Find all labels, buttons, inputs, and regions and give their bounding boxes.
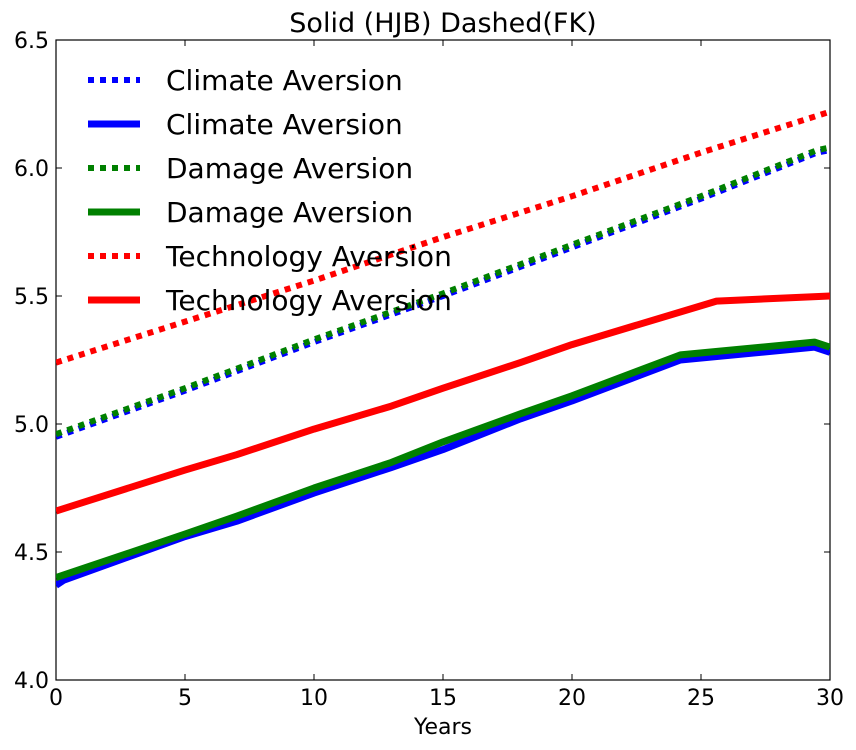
x-tick-label: 0 bbox=[49, 686, 63, 711]
y-tick-label: 4.5 bbox=[14, 541, 49, 566]
chart-title: Solid (HJB) Dashed(FK) bbox=[289, 8, 596, 39]
legend-label-4: Technology Aversion bbox=[165, 240, 452, 273]
series-group bbox=[56, 108, 830, 589]
series-line-4-technology-aversion-dotted bbox=[56, 108, 830, 366]
legend-label-3: Damage Aversion bbox=[166, 196, 413, 229]
series-line-3-damage-aversion-solid bbox=[56, 338, 830, 581]
legend: Climate Aversion Climate Aversion Damage A… bbox=[88, 64, 452, 317]
y-tick-label: 5.0 bbox=[14, 413, 49, 438]
x-tick-label: 30 bbox=[816, 686, 844, 711]
legend-label-2: Damage Aversion bbox=[166, 152, 413, 185]
y-tick-label: 6.5 bbox=[14, 29, 49, 54]
series-line-5-technology-aversion-solid bbox=[56, 292, 830, 515]
y-tick-label: 5.5 bbox=[14, 285, 49, 310]
x-tick-label: 15 bbox=[429, 686, 457, 711]
legend-label-5: Technology Aversion bbox=[165, 284, 452, 317]
x-tick-label: 10 bbox=[300, 686, 328, 711]
x-axis-label: Years bbox=[413, 715, 472, 740]
x-tick-label: 20 bbox=[558, 686, 586, 711]
legend-label-1: Climate Aversion bbox=[166, 108, 403, 141]
y-tick-label: 6.0 bbox=[14, 157, 49, 182]
legend-label-0: Climate Aversion bbox=[166, 64, 403, 97]
x-tick-label: 5 bbox=[178, 686, 192, 711]
plot-area: 0 5 10 15 20 25 30 4.0 4.5 5.0 5.5 6.0 6.5 bbox=[14, 29, 844, 711]
x-tick-label: 25 bbox=[687, 686, 715, 711]
series-line-2-damage-aversion-dotted bbox=[56, 144, 830, 438]
y-tick-label: 4.0 bbox=[14, 669, 49, 694]
